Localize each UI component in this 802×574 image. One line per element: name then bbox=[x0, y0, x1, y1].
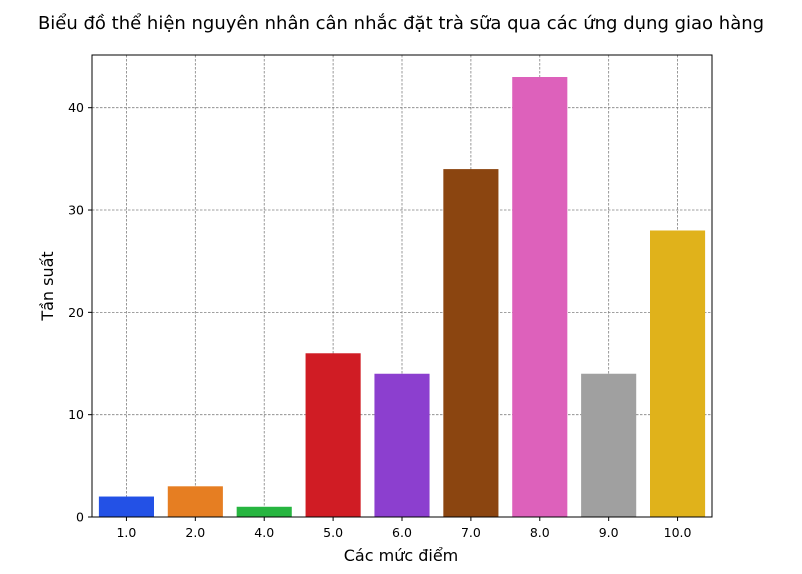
x-tick-label: 1.0 bbox=[116, 525, 136, 540]
ticks: 1.0 2.0 4.0 5.0 6.0 7.0 8.0 9.0 10.0 0 10 20 30 40 bbox=[68, 100, 691, 540]
bar-8-0 bbox=[512, 77, 568, 517]
bar-10-0 bbox=[650, 230, 706, 517]
bar-6-0 bbox=[374, 373, 430, 517]
x-tick-label: 8.0 bbox=[530, 525, 550, 540]
y-tick-label: 40 bbox=[68, 100, 84, 115]
bar-7-0 bbox=[443, 169, 499, 517]
y-axis-label: Tần suất bbox=[38, 251, 57, 321]
bar-9-0 bbox=[581, 373, 637, 517]
y-tick-label: 20 bbox=[68, 305, 84, 320]
x-tick-label: 10.0 bbox=[664, 525, 692, 540]
x-tick-label: 5.0 bbox=[323, 525, 343, 540]
x-tick-label: 9.0 bbox=[599, 525, 619, 540]
y-tick-label: 10 bbox=[68, 407, 84, 422]
y-tick-label: 0 bbox=[76, 510, 84, 525]
x-tick-label: 4.0 bbox=[254, 525, 274, 540]
y-tick-label: 30 bbox=[68, 203, 84, 218]
x-tick-label: 6.0 bbox=[392, 525, 412, 540]
bars bbox=[98, 77, 706, 517]
x-tick-label: 7.0 bbox=[461, 525, 481, 540]
x-tick-label: 2.0 bbox=[185, 525, 205, 540]
bar-4-0 bbox=[236, 506, 292, 517]
chart-title: Biểu đồ thể hiện nguyên nhân cân nhắc đặ… bbox=[38, 13, 764, 34]
bar-5-0 bbox=[305, 353, 361, 517]
x-axis-label: Các mức điểm bbox=[344, 546, 459, 565]
bar-2-0 bbox=[167, 486, 223, 517]
bar-1-0 bbox=[98, 496, 154, 517]
